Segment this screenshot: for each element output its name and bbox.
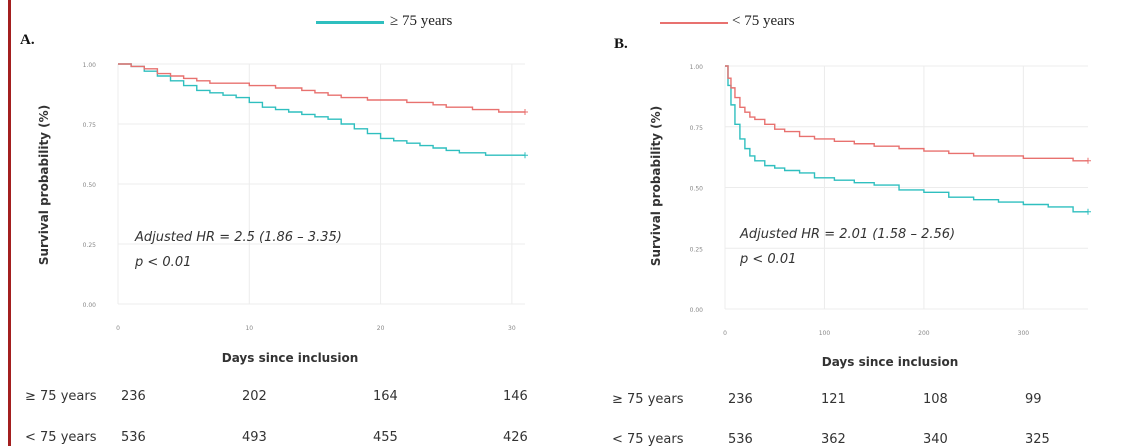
risk-a-r2-v3: 426	[503, 430, 528, 445]
x-tick-label-0: 0	[723, 330, 727, 337]
censor-mark-a-1	[522, 109, 528, 115]
series-line-b-0	[725, 65, 1088, 213]
risk-a-row1-label: ≥ 75 years	[25, 389, 97, 404]
x-tick-label-2: 20	[377, 325, 385, 332]
plot-b: 0.00 0.25 0.50 0.75 1.00 0 100 200 300 Survival p…	[649, 64, 1091, 369]
risk-b-row1-label: ≥ 75 years	[612, 392, 684, 407]
x-tick-label-3: 300	[1018, 330, 1030, 337]
x-tick-label-3: 30	[508, 325, 516, 332]
y-axis-label: Survival probability (%)	[649, 106, 663, 266]
y-tick-label-1: 0.25	[83, 242, 97, 249]
y-tick-label-3: 0.75	[83, 122, 97, 129]
y-tick-label-4: 1.00	[690, 64, 704, 71]
annotation-p: p < 0.01	[134, 255, 191, 270]
series-line-a-1	[118, 63, 525, 113]
series-line-b-1	[725, 65, 1088, 162]
legend-swatch-ge75	[316, 21, 384, 24]
panel-a-letter: A.	[20, 32, 35, 48]
risk-a-r1-v3: 146	[503, 389, 528, 404]
x-axis-label: Days since inclusion	[822, 355, 959, 369]
risk-b-r2-v2: 340	[923, 432, 948, 447]
annotation-p: p < 0.01	[739, 252, 796, 267]
annotation-hr: Adjusted HR = 2.5 (1.86 – 3.35)	[134, 230, 342, 245]
risk-b-r1-v1: 121	[821, 392, 846, 407]
series-line-a-0	[118, 63, 525, 156]
y-tick-label-4: 1.00	[83, 62, 97, 69]
y-tick-label-1: 0.25	[690, 246, 704, 253]
legend-label-ge75: ≥ 75 years	[390, 13, 453, 29]
y-axis-label: Survival probability (%)	[37, 105, 51, 265]
risk-b-row2-label: < 75 years	[612, 432, 684, 447]
risk-b-r1-v2: 108	[923, 392, 948, 407]
risk-a-r1-v2: 164	[373, 389, 398, 404]
y-tick-label-0: 0.00	[690, 307, 704, 314]
risk-b-r2-v0: 536	[728, 432, 753, 447]
x-axis-label: Days since inclusion	[222, 351, 359, 365]
censor-mark-b-0	[1085, 208, 1091, 215]
panel-b-letter: B.	[614, 36, 628, 52]
y-tick-label-2: 0.50	[83, 182, 97, 189]
censor-mark-b-1	[1085, 157, 1091, 164]
risk-a-row2-label: < 75 years	[25, 430, 97, 445]
risk-a-r2-v0: 536	[121, 430, 146, 445]
risk-b-r2-v3: 325	[1025, 432, 1050, 447]
risk-a-r1-v1: 202	[242, 389, 267, 404]
x-tick-label-2: 200	[918, 330, 930, 337]
x-tick-label-1: 100	[819, 330, 831, 337]
left-accent-bar	[8, 0, 11, 446]
y-tick-label-3: 0.75	[690, 125, 704, 132]
x-tick-label-0: 0	[116, 325, 120, 332]
risk-b-r1-v3: 99	[1025, 392, 1042, 407]
censor-mark-a-0	[522, 152, 528, 159]
risk-a-r2-v2: 455	[373, 430, 398, 445]
risk-a-r2-v1: 493	[242, 430, 267, 445]
risk-b-r2-v1: 362	[821, 432, 846, 447]
y-tick-label-2: 0.50	[690, 186, 704, 193]
legend-swatch-lt75	[660, 22, 728, 24]
x-tick-label-1: 10	[245, 325, 253, 332]
risk-a-r1-v0: 236	[121, 389, 146, 404]
y-tick-label-0: 0.00	[83, 302, 97, 309]
annotation-hr: Adjusted HR = 2.01 (1.58 – 2.56)	[739, 227, 955, 242]
plot-a: 0.00 0.25 0.50 0.75 1.00 0 10 20 30 Survival prob…	[37, 62, 528, 365]
risk-b-r1-v0: 236	[728, 392, 753, 407]
legend-label-lt75: < 75 years	[732, 13, 795, 29]
